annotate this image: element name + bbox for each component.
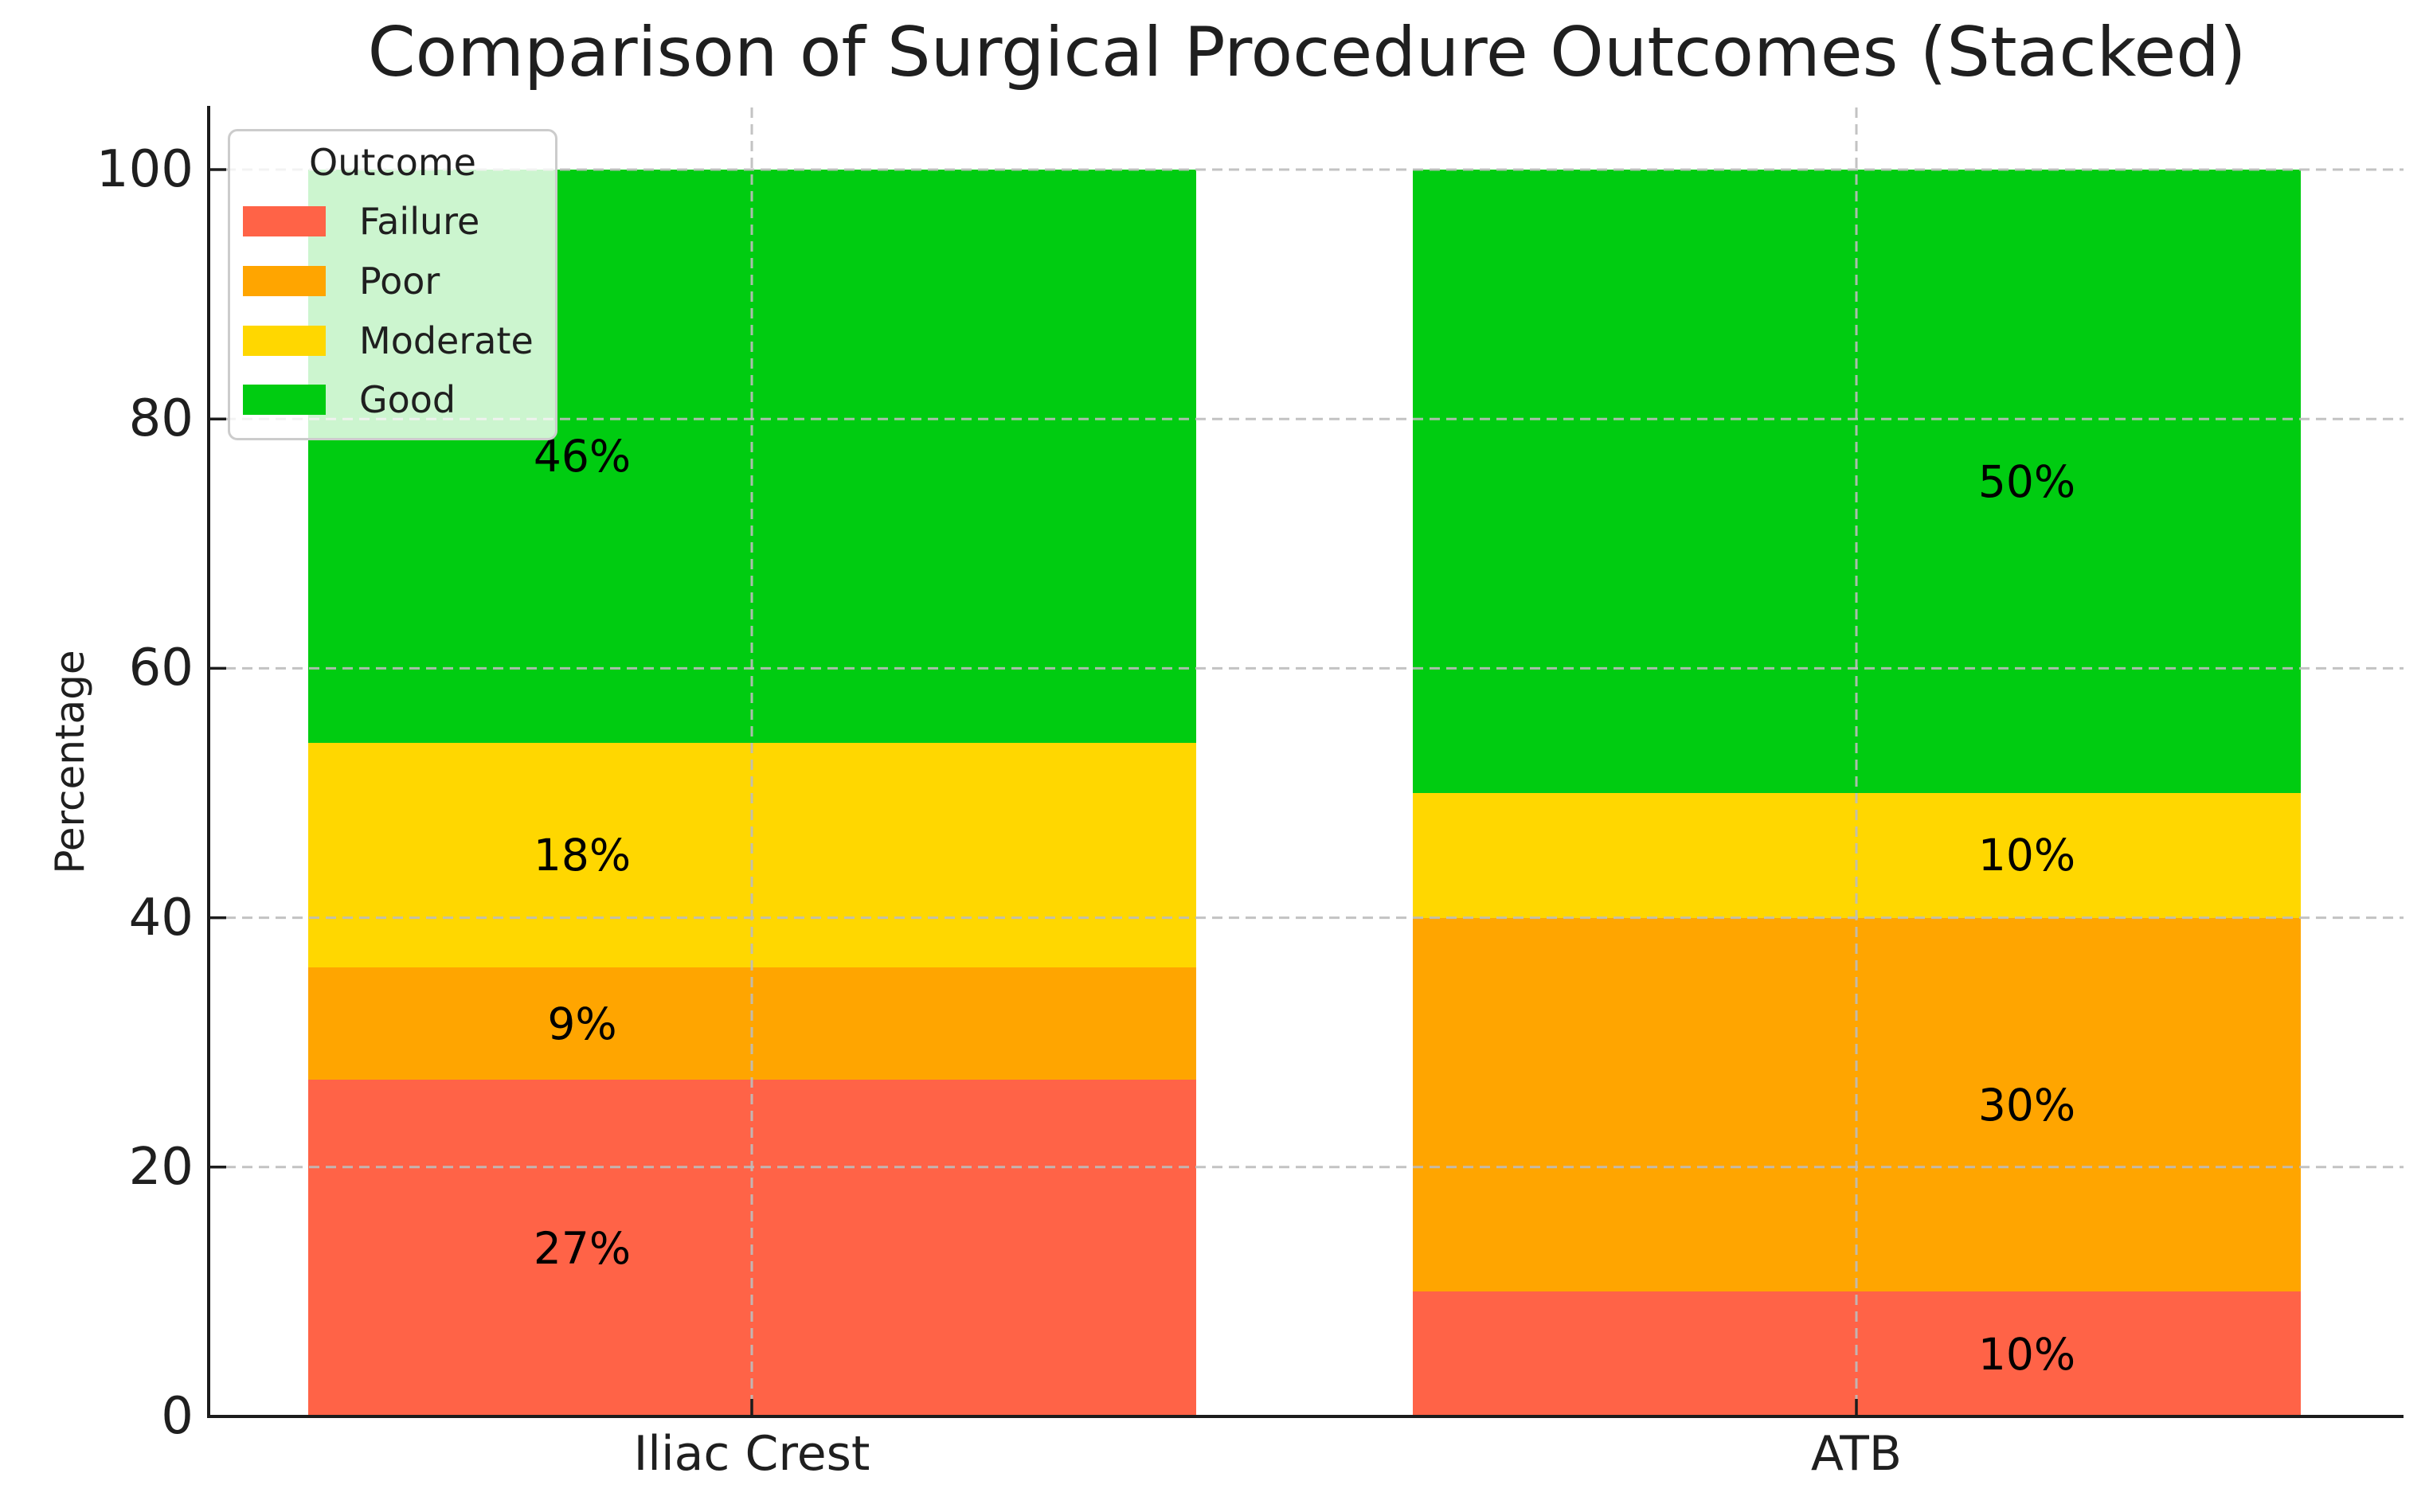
legend-swatch-icon — [243, 325, 326, 356]
bar-segment-atb-good — [1412, 170, 2301, 793]
bar-segment-atb-failure — [1412, 1291, 2301, 1416]
legend-item-failure: Failure — [243, 192, 549, 252]
bar-segment-atb-poor — [1412, 917, 2301, 1292]
legend-item-label: Poor — [359, 260, 440, 303]
bar-value-label-atb-poor: 30% — [1977, 1079, 2076, 1131]
y-axis-label: Percentage — [47, 650, 93, 874]
legend: Outcome Failure Poor Moderate Good — [228, 129, 557, 440]
y-tick-label-80: 80 — [128, 389, 194, 449]
chart-title: Comparison of Surgical Procedure Outcome… — [367, 13, 2247, 92]
x-tick-label-iliac-crest: Iliac Crest — [633, 1426, 870, 1482]
bar-segment-iliac-crest-moderate — [307, 743, 1196, 968]
legend-item-label: Failure — [359, 200, 480, 244]
legend-items: Failure Poor Moderate Good — [243, 192, 549, 430]
bar-value-label-atb-failure: 10% — [1977, 1328, 2076, 1380]
legend-item-moderate: Moderate — [243, 311, 549, 370]
legend-swatch-icon — [243, 385, 326, 416]
bar-value-label-iliac-crest-failure: 27% — [533, 1222, 632, 1274]
bar-value-label-iliac-crest-poor: 9% — [547, 998, 617, 1049]
legend-title: Outcome — [309, 141, 476, 184]
y-tick-label-20: 20 — [128, 1137, 194, 1197]
y-tick-label-100: 100 — [96, 140, 194, 199]
legend-item-good: Good — [243, 370, 549, 430]
bar-segment-atb-moderate — [1412, 793, 2301, 918]
legend-item-label: Good — [359, 378, 456, 422]
bar-value-label-atb-moderate: 10% — [1977, 830, 2076, 881]
legend-swatch-icon — [243, 206, 326, 237]
legend-swatch-icon — [243, 266, 326, 297]
bar-segment-iliac-crest-failure — [307, 1080, 1196, 1416]
y-tick-label-60: 60 — [128, 639, 194, 698]
bar-value-label-iliac-crest-moderate: 18% — [533, 830, 632, 881]
legend-item-poor: Poor — [243, 252, 549, 311]
bar-segment-iliac-crest-poor — [307, 967, 1196, 1080]
bar-value-label-atb-good: 50% — [1977, 455, 2076, 507]
x-tick-label-atb: ATB — [1810, 1426, 1903, 1482]
y-tick-label-0: 0 — [161, 1387, 194, 1446]
y-tick-label-40: 40 — [128, 888, 194, 947]
legend-item-label: Moderate — [359, 318, 534, 362]
